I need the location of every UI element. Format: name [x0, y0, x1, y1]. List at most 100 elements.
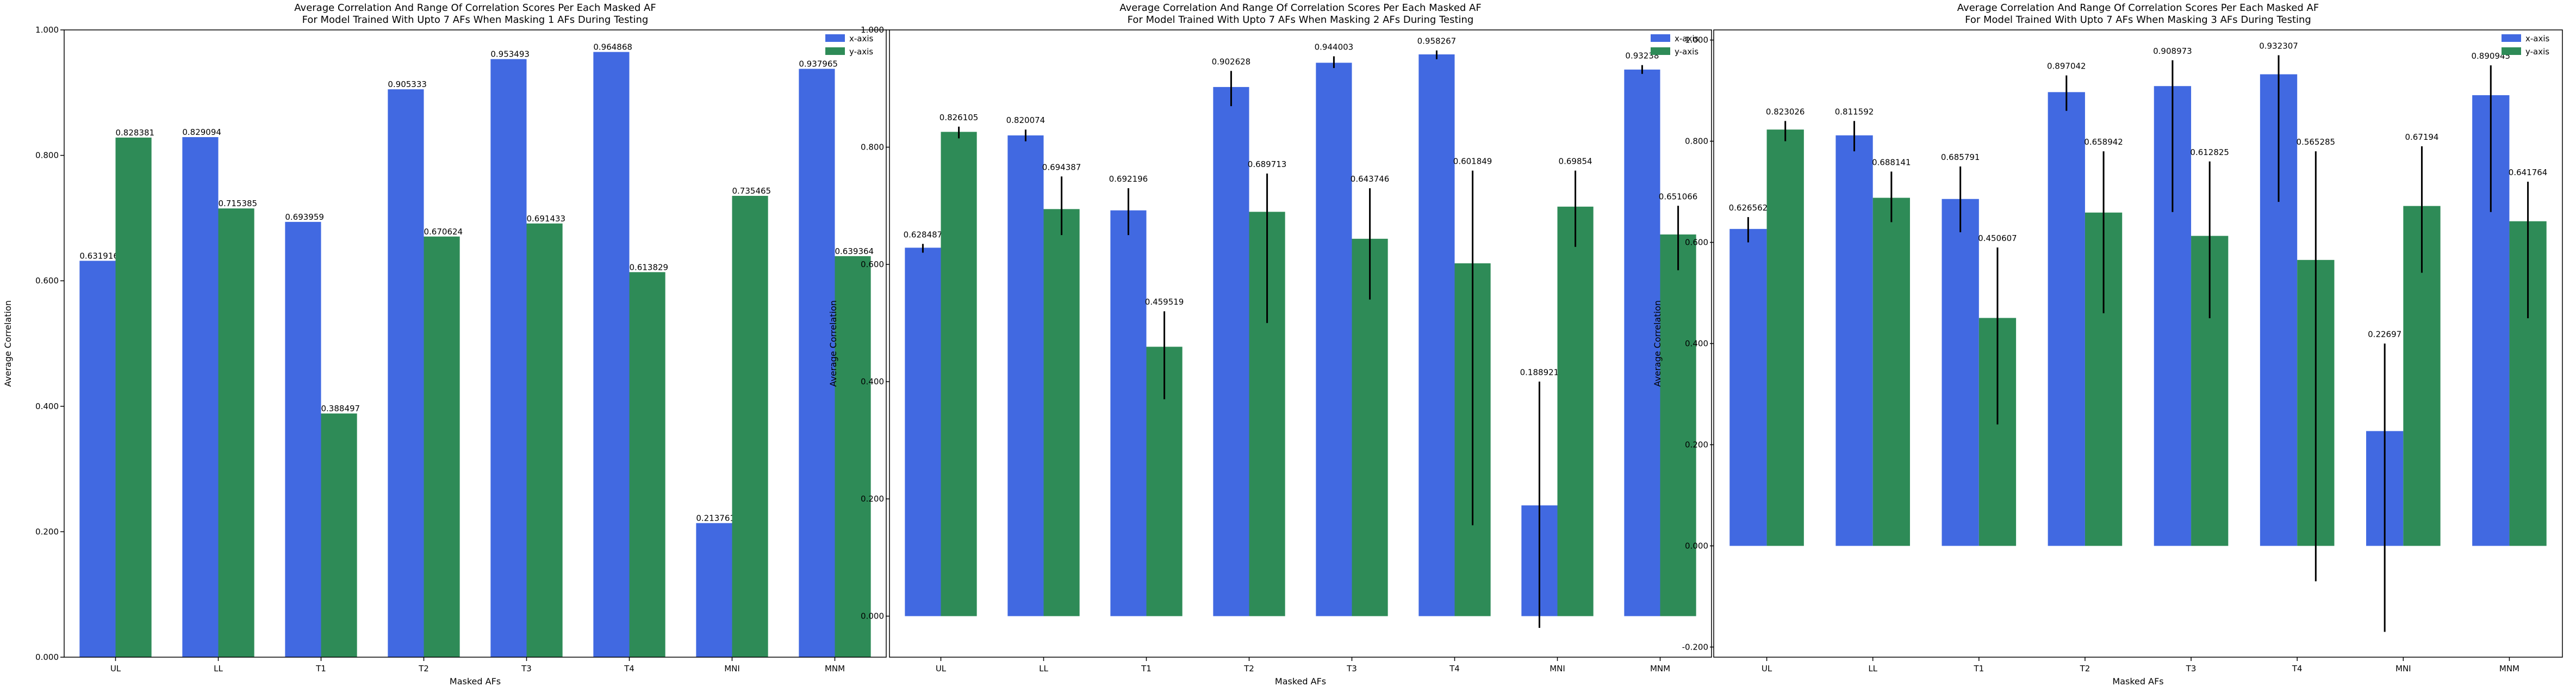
- bar-y-axis-ll: [218, 208, 254, 657]
- y-axis-label: Average Correlation: [3, 300, 13, 387]
- x-tick-label: T1: [315, 664, 326, 673]
- data-label: 0.897042: [2047, 61, 2086, 71]
- data-label: 0.811592: [1835, 107, 1874, 116]
- x-tick-label: T3: [521, 664, 532, 673]
- x-tick-label: T2: [1243, 664, 1254, 673]
- y-tick-label: 0.800: [35, 151, 59, 160]
- bar-y-axis-mnm: [835, 256, 871, 657]
- x-tick-label: MNI: [1550, 664, 1565, 673]
- data-label: 0.905333: [388, 79, 427, 89]
- chart-panel-3: Average Correlation And Range Of Correla…: [1652, 2, 2563, 686]
- chart-title-line: For Model Trained With Upto 7 AFs When M…: [302, 14, 649, 26]
- x-tick-label: MNM: [1650, 664, 1670, 673]
- data-label: 0.612825: [2190, 147, 2229, 157]
- x-axis-label: Masked AFs: [450, 676, 501, 686]
- x-tick-label: T2: [2080, 664, 2090, 673]
- bar-x-axis-t2: [2048, 92, 2085, 546]
- bar-y-axis-t3: [526, 223, 563, 658]
- chart-panel-2: Average Correlation And Range Of Correla…: [828, 2, 1712, 686]
- data-label: 0.829094: [182, 127, 221, 137]
- legend: x-axis y-axis: [1651, 34, 1699, 57]
- x-tick-label: MNI: [2395, 664, 2411, 673]
- data-label: 0.628487: [904, 230, 943, 239]
- chart-title-line: For Model Trained With Upto 7 AFs When M…: [1128, 14, 1474, 26]
- x-tick-label: T4: [624, 664, 634, 673]
- bar-y-axis-mni: [732, 196, 768, 657]
- chart-title-line: Average Correlation And Range Of Correla…: [1119, 2, 1481, 14]
- data-label: 0.213761: [696, 514, 735, 523]
- data-label: 0.958267: [1417, 36, 1457, 46]
- x-tick-label: MNI: [724, 664, 740, 673]
- data-label: 0.69854: [1559, 157, 1592, 166]
- data-label: 0.964868: [593, 42, 632, 52]
- bar-x-axis-t4: [593, 52, 630, 657]
- data-label: 0.459519: [1145, 297, 1184, 307]
- legend-swatch: [2502, 34, 2521, 42]
- chart-title: Average Correlation And Range Of Correla…: [1119, 2, 1481, 26]
- data-label: 0.670624: [424, 227, 463, 237]
- x-tick-label: MNM: [2499, 664, 2519, 673]
- legend-label: x-axis: [2525, 34, 2550, 44]
- legend-swatch: [1651, 34, 1670, 42]
- legend-label: x-axis: [1675, 34, 1699, 44]
- bar-x-axis-ul: [79, 261, 116, 657]
- x-tick-label: LL: [1039, 664, 1048, 673]
- plot-frame: [64, 29, 887, 658]
- bar-x-axis-ll: [1007, 135, 1044, 616]
- chart-title-line: For Model Trained With Upto 7 AFs When M…: [1965, 14, 2311, 26]
- bar-x-axis-t1: [1110, 210, 1147, 616]
- x-tick-label: T2: [418, 664, 429, 673]
- data-label: 0.937965: [799, 59, 838, 69]
- data-label: 0.953493: [490, 50, 530, 59]
- y-tick-label: 0.200: [35, 527, 59, 536]
- y-axis-label: Average Correlation: [1652, 300, 1663, 387]
- bar-y-axis-t1: [321, 413, 357, 657]
- data-label: 0.658942: [2084, 137, 2123, 147]
- x-tick-label: T3: [2186, 664, 2197, 673]
- y-tick-label: 1.000: [861, 25, 884, 35]
- bar-y-axis-ul: [941, 132, 977, 616]
- chart-title-line: Average Correlation And Range Of Correla…: [1957, 2, 2319, 14]
- bar-x-axis-ll: [182, 137, 219, 657]
- data-label: 0.735465: [732, 186, 771, 196]
- data-label: 0.688141: [1872, 157, 1911, 167]
- bar-x-axis-mnm: [799, 69, 835, 657]
- y-tick-label: 0.400: [861, 377, 884, 387]
- data-label: 0.823026: [1766, 107, 1805, 116]
- x-axis-label: Masked AFs: [1275, 676, 1326, 686]
- bar-x-axis-t4: [1418, 54, 1455, 616]
- data-label: 0.565285: [2297, 137, 2336, 147]
- bar-x-axis-t3: [1316, 63, 1352, 616]
- data-label: 0.694387: [1042, 162, 1081, 172]
- data-label: 0.890945: [2472, 51, 2511, 61]
- legend-label: y-axis: [1675, 47, 1698, 57]
- y-axis-label: Average Correlation: [828, 300, 838, 387]
- x-tick-label: LL: [214, 664, 223, 673]
- bar-y-axis-t2: [424, 236, 460, 658]
- data-label: 0.631916: [79, 251, 119, 261]
- chart-panel-1: Average Correlation And Range Of Correla…: [3, 2, 887, 686]
- data-label: 0.944003: [1315, 42, 1354, 52]
- data-label: 0.651066: [1659, 191, 1698, 201]
- data-label: 0.902628: [1212, 57, 1251, 66]
- chart-title: Average Correlation And Range Of Correla…: [1957, 2, 2319, 26]
- data-label: 0.188921: [1520, 368, 1559, 378]
- bar-x-axis-t3: [490, 59, 527, 658]
- bar-y-axis-ul: [1766, 129, 1804, 546]
- legend-label: y-axis: [849, 47, 873, 57]
- x-tick-label: LL: [1868, 664, 1877, 673]
- y-tick-label: 0.800: [1685, 137, 1708, 146]
- chart-title: Average Correlation And Range Of Correla…: [294, 2, 656, 26]
- y-tick-label: 0.000: [1685, 541, 1708, 551]
- data-label: 0.643746: [1351, 174, 1390, 184]
- x-tick-label: T4: [2292, 664, 2303, 673]
- x-tick-label: T3: [1346, 664, 1357, 673]
- bar-x-axis-t1: [285, 221, 321, 658]
- legend-label: y-axis: [2525, 47, 2549, 57]
- bar-y-axis-ll: [1872, 197, 1910, 546]
- y-tick-label: 0.000: [861, 611, 884, 621]
- data-label: 0.639364: [835, 246, 874, 256]
- legend-label: x-axis: [849, 34, 874, 44]
- data-label: 0.826105: [939, 113, 979, 122]
